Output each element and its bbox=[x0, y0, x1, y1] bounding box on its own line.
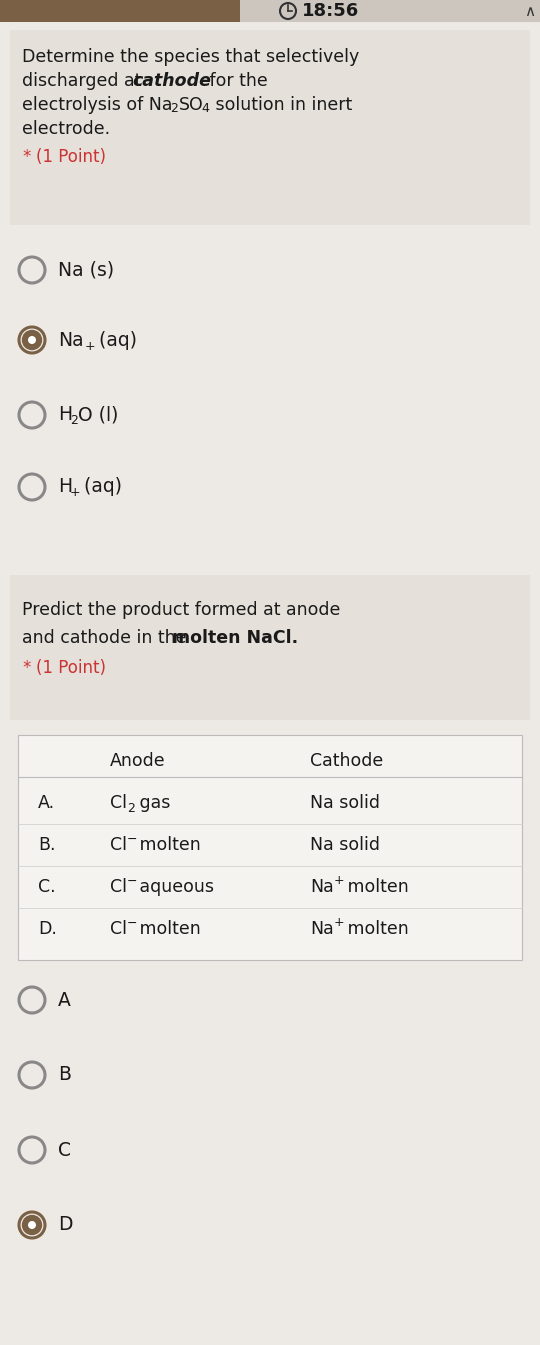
Circle shape bbox=[28, 336, 36, 344]
Text: 2: 2 bbox=[170, 102, 178, 116]
Text: −: − bbox=[127, 916, 138, 929]
Text: molten: molten bbox=[342, 878, 409, 896]
Text: Cl: Cl bbox=[110, 837, 127, 854]
Text: (1 Point): (1 Point) bbox=[36, 659, 106, 677]
Text: +: + bbox=[334, 916, 345, 929]
Text: Na: Na bbox=[310, 878, 334, 896]
Text: Na: Na bbox=[58, 331, 84, 350]
Text: Determine the species that selectively: Determine the species that selectively bbox=[22, 48, 359, 66]
Text: solution in inert: solution in inert bbox=[210, 95, 352, 114]
Text: molten: molten bbox=[342, 920, 409, 937]
Text: electrolysis of Na: electrolysis of Na bbox=[22, 95, 172, 114]
Text: C.: C. bbox=[38, 878, 56, 896]
Text: D: D bbox=[58, 1216, 72, 1235]
Text: B: B bbox=[58, 1065, 71, 1084]
Text: electrode.: electrode. bbox=[22, 120, 110, 139]
Text: aqueous: aqueous bbox=[134, 878, 214, 896]
Bar bbox=[10, 576, 530, 720]
Text: SO: SO bbox=[179, 95, 204, 114]
Text: C: C bbox=[58, 1141, 71, 1159]
Text: Anode: Anode bbox=[110, 752, 166, 769]
Circle shape bbox=[23, 1216, 42, 1235]
Text: Cl: Cl bbox=[110, 878, 127, 896]
Text: H: H bbox=[58, 405, 72, 425]
Text: O (l): O (l) bbox=[78, 405, 118, 425]
Bar bbox=[0, 0, 240, 22]
Circle shape bbox=[23, 331, 42, 350]
Text: Na: Na bbox=[310, 920, 334, 937]
Text: Na (s): Na (s) bbox=[58, 261, 114, 280]
Text: gas: gas bbox=[134, 794, 171, 812]
Text: Cathode: Cathode bbox=[310, 752, 383, 769]
Text: 2: 2 bbox=[70, 414, 78, 428]
Text: ∧: ∧ bbox=[524, 4, 536, 19]
Text: molten: molten bbox=[134, 920, 201, 937]
Text: (aq): (aq) bbox=[93, 331, 137, 350]
Text: A: A bbox=[58, 990, 71, 1010]
Text: B.: B. bbox=[38, 837, 56, 854]
Text: −: − bbox=[127, 833, 138, 846]
Text: cathode: cathode bbox=[132, 73, 211, 90]
Text: +: + bbox=[334, 874, 345, 888]
Bar bbox=[10, 30, 530, 225]
Text: molten NaCl.: molten NaCl. bbox=[172, 629, 298, 647]
Text: 18:56: 18:56 bbox=[302, 1, 359, 20]
Text: molten: molten bbox=[134, 837, 201, 854]
Text: for the: for the bbox=[204, 73, 268, 90]
Text: 4: 4 bbox=[201, 102, 209, 116]
Text: Na solid: Na solid bbox=[310, 794, 380, 812]
Text: Na solid: Na solid bbox=[310, 837, 380, 854]
Text: *: * bbox=[22, 659, 30, 677]
Circle shape bbox=[28, 1221, 36, 1229]
Text: and cathode in the: and cathode in the bbox=[22, 629, 192, 647]
Bar bbox=[0, 0, 540, 22]
Text: A.: A. bbox=[38, 794, 55, 812]
Text: H: H bbox=[58, 477, 72, 496]
Text: −: − bbox=[127, 874, 138, 888]
Bar bbox=[18, 734, 522, 960]
Text: D.: D. bbox=[38, 920, 57, 937]
Text: Cl: Cl bbox=[110, 920, 127, 937]
Text: Cl: Cl bbox=[110, 794, 127, 812]
Text: (aq): (aq) bbox=[78, 477, 122, 496]
Text: +: + bbox=[85, 339, 96, 352]
Text: (1 Point): (1 Point) bbox=[36, 148, 106, 165]
Text: discharged at: discharged at bbox=[22, 73, 147, 90]
Text: Predict the product formed at anode: Predict the product formed at anode bbox=[22, 601, 340, 619]
Text: 2: 2 bbox=[127, 802, 135, 815]
Text: +: + bbox=[70, 487, 80, 499]
Text: *: * bbox=[22, 148, 30, 165]
